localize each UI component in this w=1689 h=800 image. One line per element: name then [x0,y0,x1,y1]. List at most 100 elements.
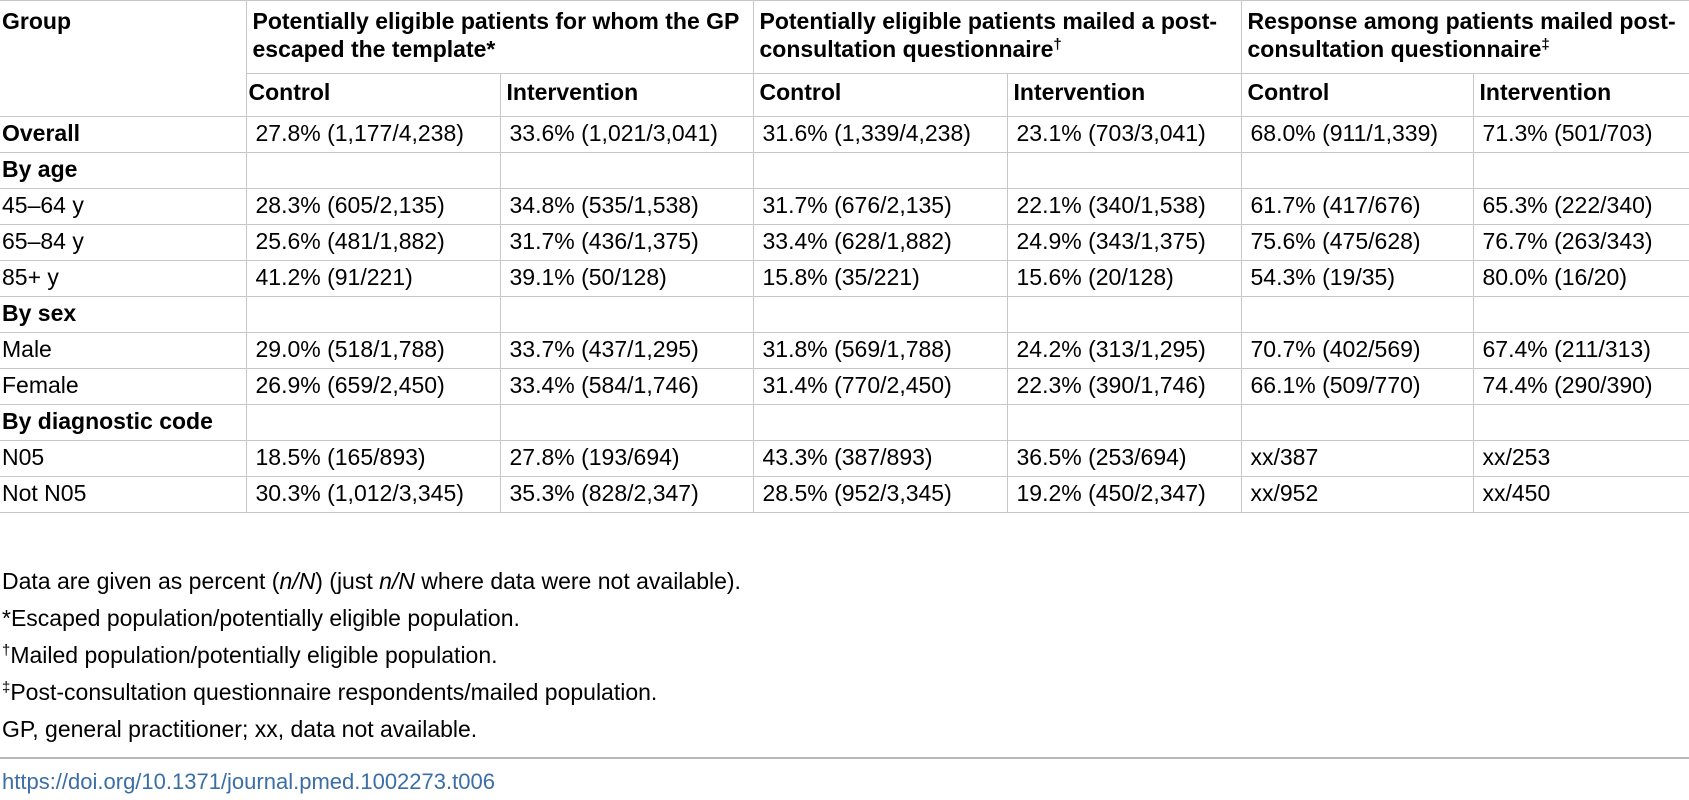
header-mailed-questionnaire-mark: † [1053,36,1062,53]
divider [0,757,1689,759]
row-label: Female [0,368,247,405]
table-cell: 31.8% (569/1,788) [752,332,1008,369]
table-cell: xx/952 [1240,476,1474,513]
table-cell [752,152,1008,189]
table-cell: 61.7% (417/676) [1240,188,1474,225]
table-cell: 74.4% (290/390) [1472,368,1689,405]
table-cell: 36.5% (253/694) [1006,440,1242,477]
table-cell: 66.1% (509/770) [1240,368,1474,405]
footnote-escaped: *Escaped population/potentially eligible… [2,600,741,637]
table-cell: 19.2% (450/2,347) [1006,476,1242,513]
results-table: Group Potentially eligible patients for … [0,0,1689,513]
table-notes: Data are given as percent (n/N) (just n/… [2,563,741,748]
footnote-text: Post-consultation questionnaire responde… [10,679,658,705]
table-cell [1240,404,1474,441]
table-row: 85+ y 41.2% (91/221) 39.1% (50/128) 15.8% (… [0,260,1689,297]
table-cell [1006,152,1242,189]
table-cell: 27.8% (193/694) [499,440,754,477]
table-cell: 65.3% (222/340) [1472,188,1689,225]
table-cell [752,404,1008,441]
table-cell: 25.6% (481/1,882) [245,224,501,261]
table-cell: 29.0% (518/1,788) [245,332,501,369]
row-section-label: By sex [0,296,247,333]
table-cell: xx/450 [1472,476,1689,513]
table-cell: 27.8% (1,177/4,238) [245,116,501,153]
table-cell: 70.7% (402/569) [1240,332,1474,369]
table-row: Male 29.0% (518/1,788) 33.7% (437/1,295) 31… [0,332,1689,369]
header-mailed-questionnaire: Potentially eligible patients mailed a p… [752,0,1242,74]
row-label: Male [0,332,247,369]
table-cell [245,152,501,189]
table-cell [1472,296,1689,333]
table-cell: 24.2% (313/1,295) [1006,332,1242,369]
table-cell: 33.6% (1,021/3,041) [499,116,754,153]
table-cell: 67.4% (211/313) [1472,332,1689,369]
header-row-groups: Group Potentially eligible patients for … [0,0,1689,117]
header-response-mailed: Response among patients mailed post-cons… [1240,0,1689,74]
footnote-text: Mailed population/potentially eligible p… [10,642,498,668]
table-row: By age [0,152,1689,189]
table-cell: 15.6% (20/128) [1006,260,1242,297]
table-cell: 28.5% (952/3,345) [752,476,1008,513]
subheader-intervention: Intervention [499,73,754,117]
table-cell [1006,296,1242,333]
table-cell [1006,404,1242,441]
subheader-intervention: Intervention [1006,73,1242,117]
table-cell: 31.4% (770/2,450) [752,368,1008,405]
data-note-text: where data were not available). [414,568,741,594]
table-cell: 31.7% (676/2,135) [752,188,1008,225]
header-escaped-template-title: Potentially eligible patients for whom t… [252,8,739,62]
table-cell [1472,152,1689,189]
footnote-mark: * [2,605,11,631]
table-cell: 33.4% (628/1,882) [752,224,1008,261]
doi-link[interactable]: https://doi.org/10.1371/journal.pmed.100… [2,769,495,794]
table-cell: 43.3% (387/893) [752,440,1008,477]
table-cell: 41.2% (91/221) [245,260,501,297]
row-label: 45–64 y [0,188,247,225]
table-cell: 80.0% (16/20) [1472,260,1689,297]
data-note-text: Data are given as percent ( [2,568,280,594]
table-cell: 54.3% (19/35) [1240,260,1474,297]
table-cell: 22.1% (340/1,538) [1006,188,1242,225]
table-cell: 33.4% (584/1,746) [499,368,754,405]
data-note-text: ) (just [315,568,380,594]
table-cell [245,296,501,333]
table-header: Group Potentially eligible patients for … [0,0,1689,117]
row-label: Not N05 [0,476,247,513]
table-cell: 31.7% (436/1,375) [499,224,754,261]
table-cell: 75.6% (475/628) [1240,224,1474,261]
table-cell: xx/253 [1472,440,1689,477]
header-group-label: Group [0,0,247,117]
table-row: By sex [0,296,1689,333]
footnote-response: ‡Post-consultation questionnaire respond… [2,674,741,711]
table-cell: 33.7% (437/1,295) [499,332,754,369]
row-label: 65–84 y [0,224,247,261]
table-cell: 23.1% (703/3,041) [1006,116,1242,153]
header-mailed-questionnaire-title: Potentially eligible patients mailed a p… [759,8,1218,62]
footnote-mailed: †Mailed population/potentially eligible … [2,637,741,674]
abbreviations-note: GP, general practitioner; xx, data not a… [2,716,478,742]
table-row: Overall 27.8% (1,177/4,238) 33.6% (1,021/3… [0,116,1689,153]
table-row: By diagnostic code [0,404,1689,441]
table-cell: 68.0% (911/1,339) [1240,116,1474,153]
footnote-mark: † [2,642,11,659]
footnote-mark: ‡ [2,679,11,696]
row-section-label: Overall [0,116,247,153]
table-cell: 28.3% (605/2,135) [245,188,501,225]
table-cell [499,152,754,189]
header-response-mailed-title: Response among patients mailed post-cons… [1247,8,1676,62]
table-cell: 30.3% (1,012/3,345) [245,476,501,513]
row-label: 85+ y [0,260,247,297]
header-row-arms: Control Intervention Control Interventio… [0,73,1689,117]
subheader-control: Control [1240,73,1474,117]
table-cell: 39.1% (50/128) [499,260,754,297]
table-cell: 71.3% (501/703) [1472,116,1689,153]
table-cell: 34.8% (535/1,538) [499,188,754,225]
table-cell: 15.8% (35/221) [752,260,1008,297]
row-label: N05 [0,440,247,477]
table-row: N05 18.5% (165/893) 27.8% (193/694) 43.3% (… [0,440,1689,477]
table-cell: 24.9% (343/1,375) [1006,224,1242,261]
table-cell [499,404,754,441]
table-cell [752,296,1008,333]
table-row: 45–64 y 28.3% (605/2,135) 34.8% (535/1,538… [0,188,1689,225]
